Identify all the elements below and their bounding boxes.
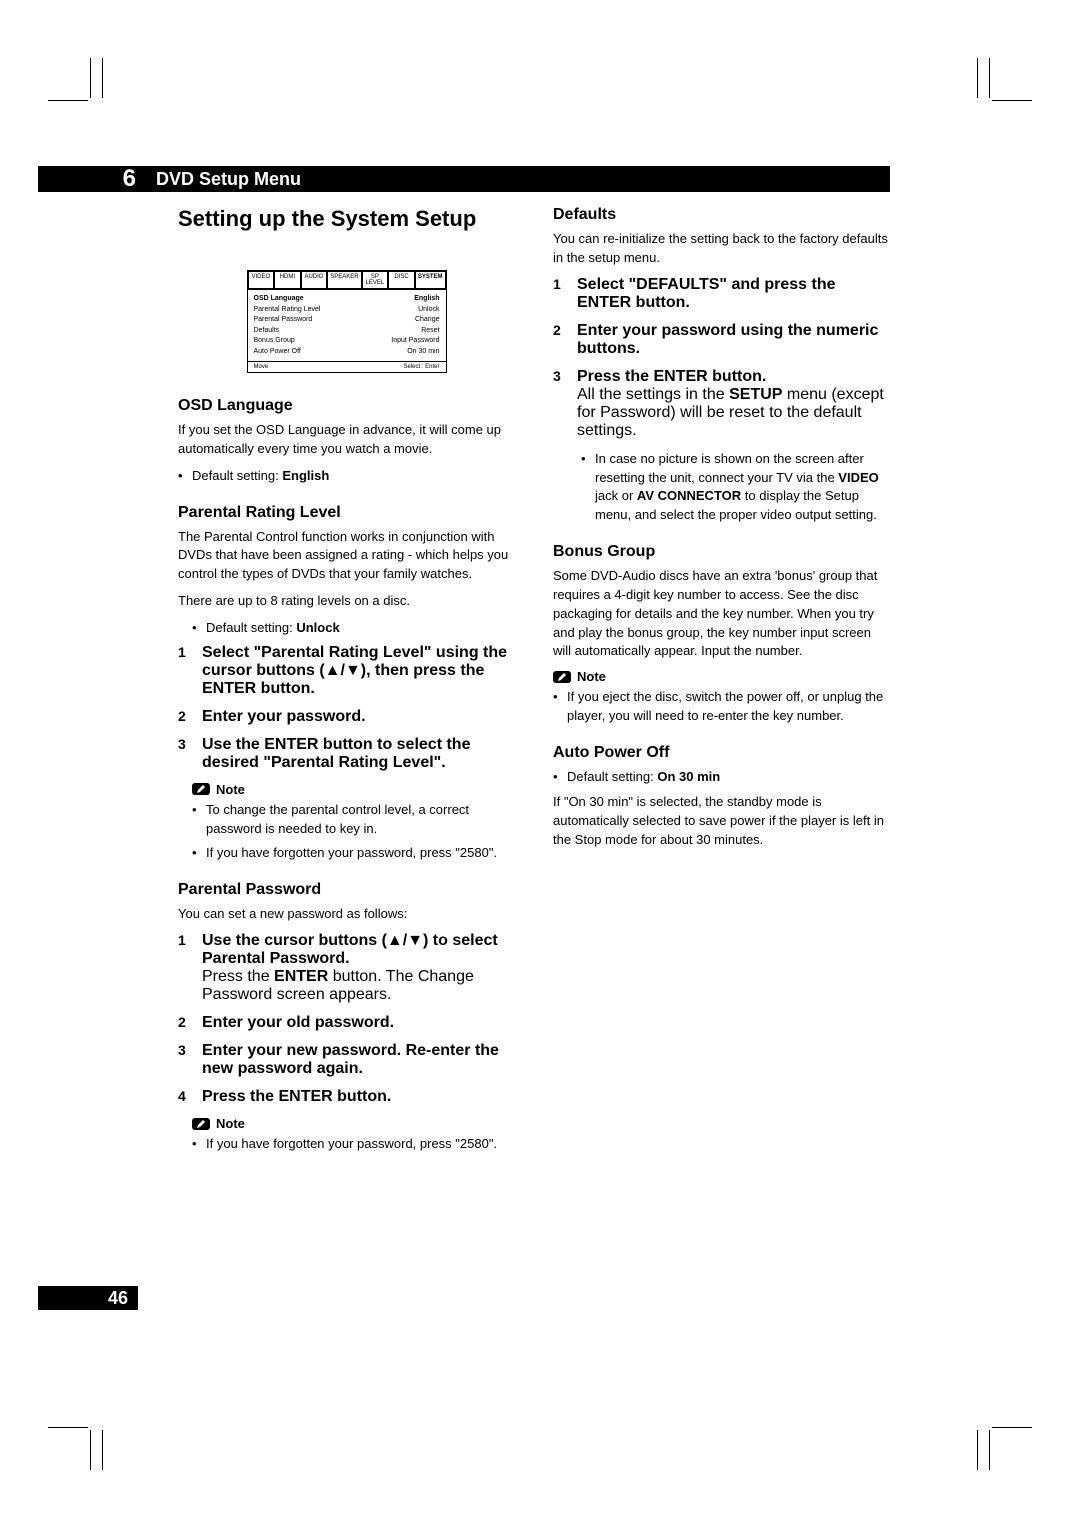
prl-default: Default setting: Unlock	[192, 619, 515, 638]
pp-step1: Use the cursor buttons (▲/▼) to select P…	[202, 932, 515, 1004]
bonus-body: Some DVD-Audio discs have an extra 'bonu…	[553, 567, 890, 661]
setup-tab: HDMI	[274, 271, 301, 289]
bonus-note-label: Note	[553, 669, 890, 684]
apo-body: If "On 30 min" is selected, the standby …	[553, 793, 890, 850]
setup-row: Parental PasswordChange	[254, 315, 440, 326]
setup-row: Auto Power OffOn 30 min	[254, 347, 440, 358]
page-title: Setting up the System Setup	[178, 206, 515, 232]
apo-heading: Auto Power Off	[553, 744, 890, 762]
def-step2: Enter your password using the numeric bu…	[577, 322, 890, 358]
chapter-header: 6 DVD Setup Menu	[38, 166, 890, 192]
setup-tab: DISC	[388, 271, 415, 289]
setup-footer-right: Select : Enter	[403, 364, 439, 370]
defaults-heading: Defaults	[553, 206, 890, 224]
chapter-title: DVD Setup Menu	[148, 169, 301, 190]
setup-tab: SYSTEM	[415, 271, 446, 289]
prl-body2: There are up to 8 rating levels on a dis…	[178, 592, 515, 611]
pp-heading: Parental Password	[178, 881, 515, 899]
defaults-body: You can re-initialize the setting back t…	[553, 230, 890, 268]
setup-tab: SPEAKER	[327, 271, 361, 289]
pencil-icon	[553, 671, 571, 683]
prl-heading: Parental Rating Level	[178, 504, 515, 522]
pencil-icon	[192, 783, 210, 795]
osd-heading: OSD Language	[178, 397, 515, 415]
right-column: Defaults You can re-initialize the setti…	[553, 206, 890, 1160]
def-sub: In case no picture is shown on the scree…	[567, 450, 890, 525]
prl-step2: Enter your password.	[202, 708, 515, 726]
pp-body: You can set a new password as follows:	[178, 905, 515, 924]
prl-body1: The Parental Control function works in c…	[178, 528, 515, 585]
setup-row: Bonus GroupInput Password	[254, 336, 440, 347]
pp-note-label: Note	[192, 1116, 515, 1131]
bonus-heading: Bonus Group	[553, 543, 890, 561]
setup-tab: AUDIO	[301, 271, 328, 289]
setup-tab: SP LEVEL	[362, 271, 389, 289]
prl-note-label: Note	[192, 782, 515, 797]
left-column: Setting up the System Setup VIDEOHDMIAUD…	[178, 206, 515, 1160]
def-step1: Select "DEFAULTS" and press the ENTER bu…	[577, 276, 890, 312]
prl-step1: Select "Parental Rating Level" using the…	[202, 644, 515, 698]
bonus-note1: If you eject the disc, switch the power …	[553, 688, 890, 726]
setup-menu-figure: VIDEOHDMIAUDIOSPEAKERSP LEVELDISCSYSTEM …	[247, 270, 447, 373]
setup-footer-left: Move	[254, 364, 269, 370]
setup-row: OSD LanguageEnglish	[254, 294, 440, 305]
prl-note1: To change the parental control level, a …	[192, 801, 515, 839]
def-step3: Press the ENTER button. All the settings…	[577, 368, 890, 440]
prl-step3: Use the ENTER button to select the desir…	[202, 736, 515, 772]
pp-note1: If you have forgotten your password, pre…	[192, 1135, 515, 1154]
setup-row: Parental Rating LevelUnlock	[254, 305, 440, 316]
pp-step2: Enter your old password.	[202, 1014, 515, 1032]
apo-default: Default setting: On 30 min	[553, 768, 890, 787]
prl-note2: If you have forgotten your password, pre…	[192, 844, 515, 863]
chapter-number: 6	[38, 165, 148, 193]
setup-tab: VIDEO	[248, 271, 275, 289]
osd-body: If you set the OSD Language in advance, …	[178, 421, 515, 459]
setup-row: DefaultsReset	[254, 326, 440, 337]
osd-default: Default setting: English	[178, 467, 515, 486]
pencil-icon	[192, 1118, 210, 1130]
page-number: 46	[38, 1286, 138, 1310]
content-area: Setting up the System Setup VIDEOHDMIAUD…	[178, 206, 890, 1160]
pp-step3: Enter your new password. Re-enter the ne…	[202, 1042, 515, 1078]
pp-step4: Press the ENTER button.	[202, 1088, 515, 1106]
